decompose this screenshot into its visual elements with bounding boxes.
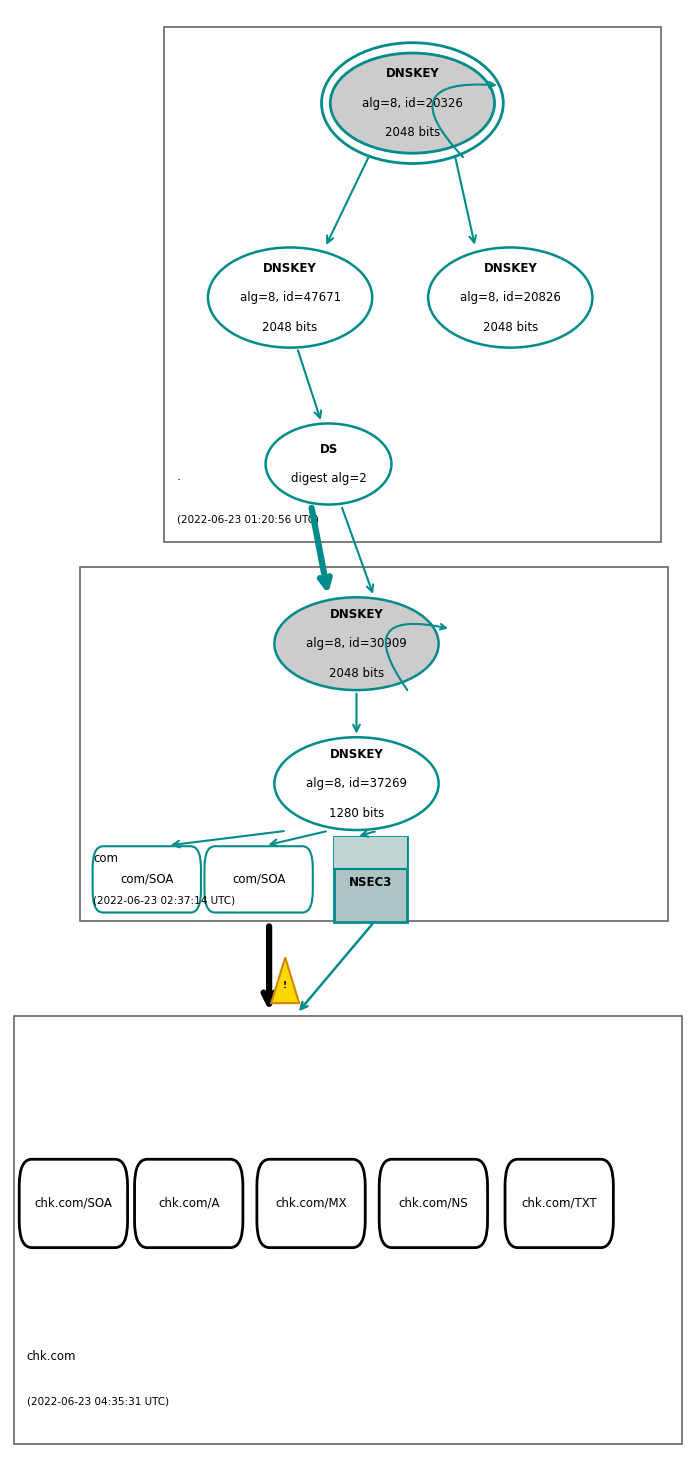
- Text: 2048 bits: 2048 bits: [384, 127, 440, 138]
- Text: com: com: [93, 851, 118, 865]
- Text: !: !: [283, 981, 287, 990]
- Text: alg=8, id=30909: alg=8, id=30909: [306, 638, 407, 650]
- Text: (2022-06-23 02:37:14 UTC): (2022-06-23 02:37:14 UTC): [93, 896, 235, 906]
- FancyBboxPatch shape: [257, 1159, 365, 1248]
- Bar: [334, 837, 407, 922]
- Bar: [334, 837, 407, 869]
- Text: chk.com/TXT: chk.com/TXT: [521, 1198, 597, 1209]
- Text: DNSKEY: DNSKEY: [484, 262, 537, 274]
- Text: 2048 bits: 2048 bits: [262, 321, 318, 333]
- Text: com/SOA: com/SOA: [232, 873, 285, 885]
- Bar: [14, 1016, 682, 1444]
- Text: alg=8, id=20326: alg=8, id=20326: [362, 97, 463, 109]
- Bar: [164, 27, 661, 542]
- Ellipse shape: [274, 736, 439, 831]
- Text: NSEC3: NSEC3: [349, 876, 392, 888]
- FancyBboxPatch shape: [379, 1159, 488, 1248]
- Text: chk.com/SOA: chk.com/SOA: [34, 1198, 113, 1209]
- Text: chk.com/A: chk.com/A: [158, 1198, 219, 1209]
- Ellipse shape: [428, 247, 592, 348]
- Text: 2048 bits: 2048 bits: [482, 321, 538, 333]
- FancyBboxPatch shape: [204, 846, 313, 913]
- Text: DNSKEY: DNSKEY: [330, 748, 383, 760]
- Text: DNSKEY: DNSKEY: [330, 608, 383, 620]
- Ellipse shape: [274, 598, 439, 691]
- FancyBboxPatch shape: [19, 1159, 127, 1248]
- Ellipse shape: [266, 424, 391, 504]
- Text: .: .: [177, 470, 180, 483]
- Text: com/SOA: com/SOA: [120, 873, 173, 885]
- Text: (2022-06-23 04:35:31 UTC): (2022-06-23 04:35:31 UTC): [27, 1396, 168, 1407]
- Ellipse shape: [330, 53, 494, 153]
- Text: chk.com: chk.com: [27, 1349, 76, 1363]
- FancyBboxPatch shape: [92, 846, 201, 913]
- Text: 2048 bits: 2048 bits: [329, 667, 384, 679]
- Text: DNSKEY: DNSKEY: [264, 262, 317, 274]
- Bar: [80, 567, 668, 921]
- Text: (2022-06-23 01:20:56 UTC): (2022-06-23 01:20:56 UTC): [177, 514, 319, 524]
- Text: DS: DS: [319, 443, 338, 455]
- Text: 1280 bits: 1280 bits: [329, 807, 384, 819]
- Text: digest alg=2: digest alg=2: [291, 473, 366, 485]
- Text: chk.com/NS: chk.com/NS: [398, 1198, 468, 1209]
- Polygon shape: [271, 957, 299, 1003]
- Ellipse shape: [208, 247, 372, 348]
- Text: alg=8, id=20826: alg=8, id=20826: [460, 292, 561, 303]
- Text: alg=8, id=37269: alg=8, id=37269: [306, 778, 407, 790]
- FancyBboxPatch shape: [134, 1159, 243, 1248]
- Text: chk.com/MX: chk.com/MX: [275, 1198, 347, 1209]
- Text: DNSKEY: DNSKEY: [386, 68, 439, 80]
- Text: alg=8, id=47671: alg=8, id=47671: [240, 292, 340, 303]
- FancyBboxPatch shape: [505, 1159, 614, 1248]
